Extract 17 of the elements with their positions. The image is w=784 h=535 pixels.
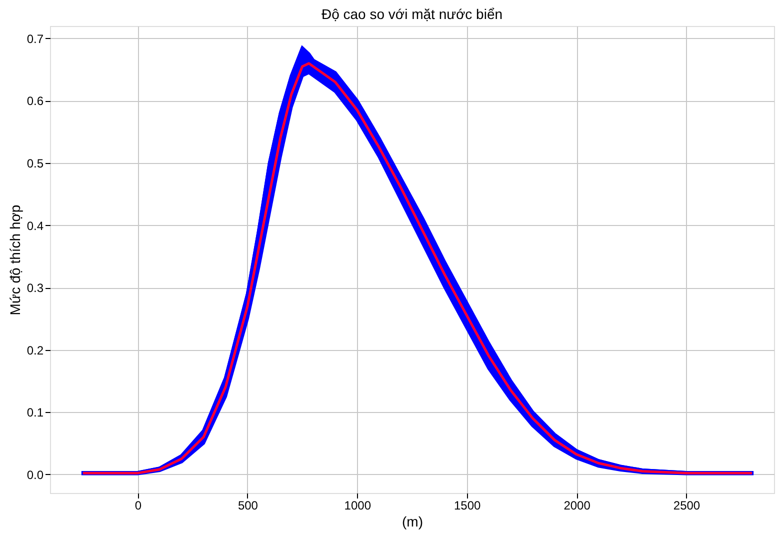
x-tick-label: 2500 [673, 498, 700, 512]
y-tick-label: 0.2 [26, 343, 44, 358]
x-tick-label: 2000 [564, 498, 591, 512]
y-tick-label: 0.0 [26, 468, 44, 482]
chart-title: Độ cao so với mặt nước biển [321, 6, 503, 22]
y-axis-title: Mức độ thích hợp [6, 204, 23, 316]
x-tick-label: 1500 [454, 498, 482, 512]
x-axis-title: (m) [402, 514, 423, 530]
y-tick-label: 0.7 [26, 32, 44, 46]
x-tick-label: 0 [134, 498, 142, 512]
y-tick-label: 0.4 [26, 218, 44, 233]
x-tick-label: 1000 [344, 498, 372, 512]
y-tick-label: 0.3 [26, 281, 44, 296]
y-tick-label: 0.6 [26, 94, 44, 108]
y-tick-label: 0.1 [26, 406, 44, 420]
y-tick-label: 0.5 [26, 156, 44, 170]
x-tick-label: 500 [238, 498, 258, 512]
